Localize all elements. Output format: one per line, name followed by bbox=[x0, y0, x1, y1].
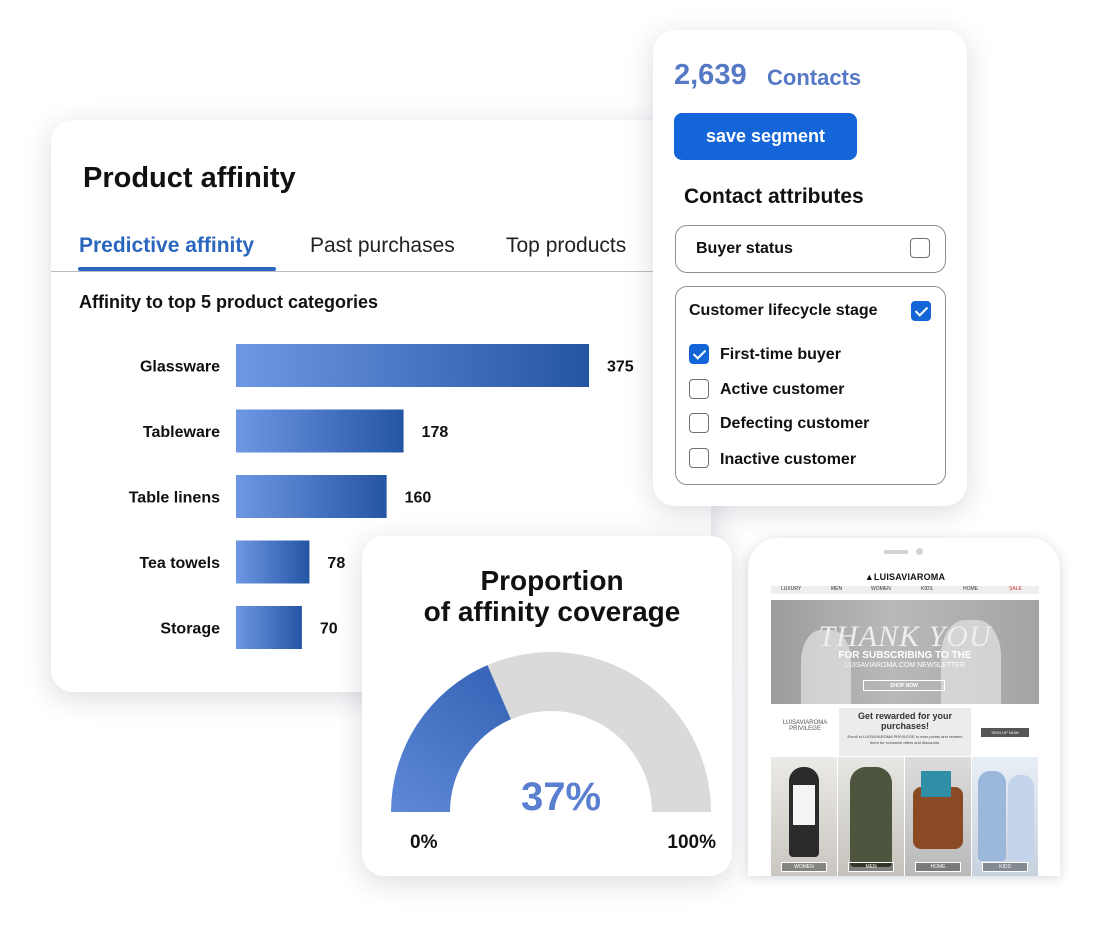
hero-model-image bbox=[941, 620, 1001, 704]
bar-category-label: Storage bbox=[160, 621, 220, 638]
inactive-customer-checkbox[interactable] bbox=[689, 448, 709, 468]
newsletter-hero: THANK YOU FOR SUBSCRIBING TO THE LUISAVI… bbox=[771, 600, 1039, 704]
customer-lifecycle-checkbox[interactable] bbox=[911, 301, 931, 321]
chart-subtitle: Affinity to top 5 product categories bbox=[79, 292, 379, 312]
tab-predictive-affinity[interactable]: Predictive affinity bbox=[79, 234, 255, 257]
affinity-bar-chart: Glassware 375 Tableware 178 Table linens 160 T… bbox=[129, 344, 634, 649]
active-customer-checkbox[interactable] bbox=[689, 379, 709, 399]
bar-value-label: 178 bbox=[422, 424, 449, 441]
affinity-tabs: Predictive affinity Past purchases Top p… bbox=[51, 232, 711, 272]
email-menu: LUXURY MEN WOMEN KIDS HOME SALE bbox=[771, 586, 1039, 594]
tile-kids[interactable]: KIDS bbox=[972, 757, 1038, 876]
hero-model-image bbox=[801, 630, 851, 704]
affinity-coverage-card: 37% 0% 100% Proportion of affinity coverag… bbox=[362, 536, 732, 876]
contact-attributes-heading: Contact attributes bbox=[684, 185, 864, 208]
customer-lifecycle-filter: Customer lifecycle stage First-time buye… bbox=[675, 286, 946, 485]
bar-glassware bbox=[236, 344, 589, 387]
bar-category-label: Tableware bbox=[143, 424, 220, 441]
first-time-buyer-checkbox[interactable] bbox=[689, 344, 709, 364]
menu-kids[interactable]: KIDS bbox=[921, 586, 933, 592]
tile-women-label: WOMEN bbox=[781, 862, 827, 872]
gauge-title-line2: of affinity coverage bbox=[423, 596, 681, 627]
tile-men-label: MEN bbox=[848, 862, 894, 872]
bar-table-linens bbox=[236, 475, 387, 518]
first-time-buyer-label: First-time buyer bbox=[720, 346, 841, 363]
tab-past-purchases[interactable]: Past purchases bbox=[310, 234, 455, 257]
hero-thank-you: THANK YOU bbox=[818, 620, 992, 653]
coverage-gauge: 37% 0% 100% bbox=[391, 652, 716, 853]
gauge-track bbox=[487, 652, 711, 812]
defecting-customer-checkbox[interactable] bbox=[689, 413, 709, 433]
bar-tea-towels bbox=[236, 540, 310, 584]
gauge-percentage: 37% bbox=[521, 775, 601, 819]
tile-men[interactable]: MEN bbox=[838, 757, 904, 876]
save-segment-button[interactable]: save segment bbox=[674, 113, 857, 160]
promo-text: Enroll in LUISAVIAROMA PRIVILEGE to earn… bbox=[847, 734, 963, 745]
tile-home-label: HOME bbox=[915, 862, 961, 872]
bar-value-label: 160 bbox=[405, 490, 432, 507]
hero-subtitle: FOR SUBSCRIBING TO THE bbox=[838, 650, 972, 661]
contacts-segment-card: 2,639 Contacts save segment Contact attr… bbox=[653, 30, 967, 506]
menu-men[interactable]: MEN bbox=[831, 586, 843, 592]
newsletter-phone-mockup: ▲LUISAVIAROMA LUXURY MEN WOMEN KIDS HOME… bbox=[748, 538, 1060, 876]
privilege-panel: Get rewarded for your purchases! Enroll … bbox=[839, 708, 971, 756]
tile-home[interactable]: HOME bbox=[905, 757, 971, 876]
promo-heading: Get rewarded for your purchases! bbox=[857, 711, 953, 731]
contacts-unit-label: Contacts bbox=[767, 65, 862, 90]
menu-luxury[interactable]: LUXURY bbox=[781, 586, 802, 592]
bar-category-label: Glassware bbox=[140, 359, 220, 376]
contacts-count: 2,639 bbox=[674, 59, 747, 91]
privilege-logo: LUISAVIAROMA PRIVILEGE bbox=[782, 720, 828, 732]
bar-value-label: 70 bbox=[320, 621, 338, 638]
bar-category-label: Table linens bbox=[129, 490, 220, 507]
active-tab-indicator bbox=[78, 267, 276, 271]
phone-speaker bbox=[884, 550, 908, 554]
bar-category-label: Tea towels bbox=[139, 555, 220, 572]
gauge-max-label: 100% bbox=[667, 832, 716, 853]
buyer-status-label: Buyer status bbox=[696, 240, 793, 257]
category-tiles: WOMEN MEN HOME KIDS bbox=[771, 757, 1039, 876]
menu-women[interactable]: WOMEN bbox=[871, 586, 891, 592]
buyer-status-filter: Buyer status bbox=[675, 225, 946, 273]
product-affinity-title: Product affinity bbox=[83, 162, 296, 194]
newsletter-email: ▲LUISAVIAROMA LUXURY MEN WOMEN KIDS HOME… bbox=[771, 568, 1039, 876]
bar-value-label: 78 bbox=[327, 555, 345, 572]
menu-home[interactable]: HOME bbox=[963, 586, 978, 592]
customer-lifecycle-label: Customer lifecycle stage bbox=[689, 302, 878, 319]
menu-sale[interactable]: SALE bbox=[1009, 586, 1022, 592]
phone-camera bbox=[916, 548, 923, 555]
gauge-title-line1: Proportion bbox=[480, 565, 624, 596]
bar-tableware bbox=[236, 409, 404, 453]
gauge-min-label: 0% bbox=[410, 832, 438, 853]
privilege-promo: LUISAVIAROMA PRIVILEGE Get rewarded for … bbox=[771, 708, 1039, 756]
active-customer-label: Active customer bbox=[720, 381, 845, 398]
brand-logo: ▲LUISAVIAROMA bbox=[864, 572, 946, 582]
hero-subtitle-2: LUISAVIAROMA.COM NEWSLETTER bbox=[844, 662, 966, 669]
shop-now-button[interactable]: SHOP NOW bbox=[863, 680, 945, 691]
tab-top-products[interactable]: Top products bbox=[506, 234, 627, 257]
tile-kids-label: KIDS bbox=[982, 862, 1028, 872]
gauge-fill bbox=[391, 665, 511, 812]
buyer-status-checkbox[interactable] bbox=[910, 238, 930, 258]
bar-value-label: 375 bbox=[607, 359, 634, 376]
defecting-customer-label: Defecting customer bbox=[720, 415, 870, 432]
tile-women[interactable]: WOMEN bbox=[771, 757, 837, 876]
inactive-customer-label: Inactive customer bbox=[720, 451, 857, 468]
bar-storage bbox=[236, 606, 302, 649]
sign-up-button[interactable]: SIGN UP NOW bbox=[981, 728, 1029, 737]
